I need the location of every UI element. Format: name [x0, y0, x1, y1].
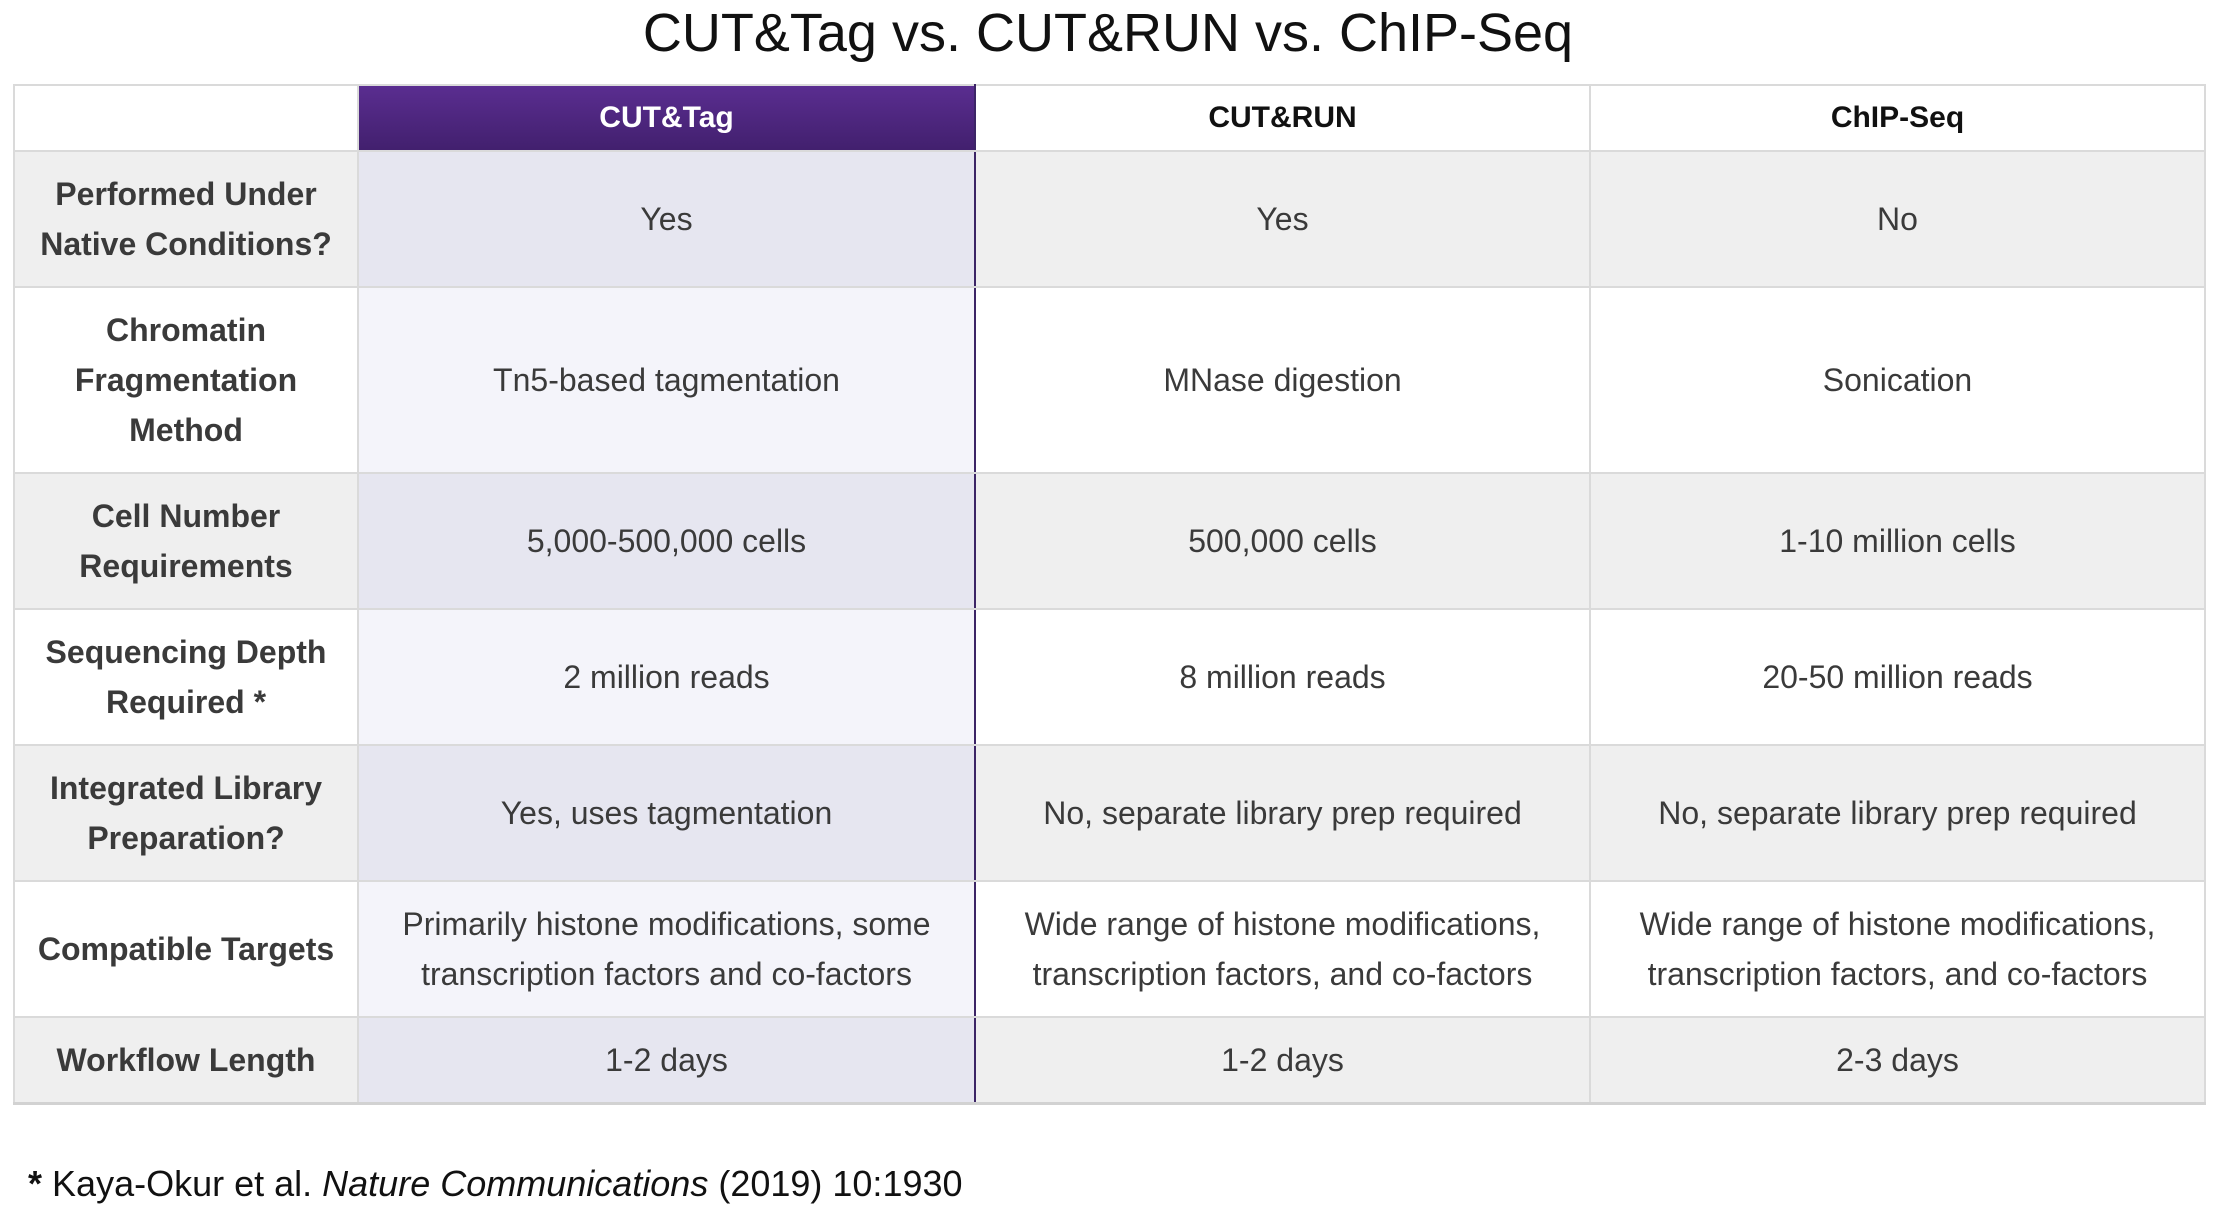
table-cell: Yes, uses tagmentation — [358, 745, 975, 881]
footnote-authors: Kaya-Okur et al. — [52, 1163, 312, 1204]
row-label: Workflow Length — [14, 1017, 358, 1104]
table-cell: 5,000-500,000 cells — [358, 473, 975, 609]
table-cell: 1-10 million cells — [1590, 473, 2205, 609]
table-cell: Yes — [975, 151, 1590, 287]
table-row: Workflow Length 1-2 days 1-2 days 2-3 da… — [14, 1017, 2205, 1104]
table-cell: 2 million reads — [358, 609, 975, 745]
row-label: Integrated Library Preparation? — [14, 745, 358, 881]
footnote-marker: * — [28, 1163, 42, 1204]
header-row: CUT&Tag CUT&RUN ChIP-Seq — [14, 85, 2205, 151]
table-row: Cell Number Requirements 5,000-500,000 c… — [14, 473, 2205, 609]
table-cell: Yes — [358, 151, 975, 287]
table-row: Integrated Library Preparation? Yes, use… — [14, 745, 2205, 881]
table-cell: 1-2 days — [975, 1017, 1590, 1104]
page-title: CUT&Tag vs. CUT&RUN vs. ChIP-Seq — [0, 0, 2216, 70]
row-label: Chromatin Fragmentation Method — [14, 287, 358, 473]
footnote-reference: (2019) 10:1930 — [718, 1163, 962, 1204]
footnote-citation: * Kaya-Okur et al. Nature Communications… — [28, 1162, 963, 1206]
row-label: Compatible Targets — [14, 881, 358, 1017]
table-cell: Primarily histone modifications, some tr… — [358, 881, 975, 1017]
table-cell: 1-2 days — [358, 1017, 975, 1104]
table-cell: 8 million reads — [975, 609, 1590, 745]
table-cell: 500,000 cells — [975, 473, 1590, 609]
column-header-cut-run: CUT&RUN — [975, 85, 1590, 151]
table-row: Compatible Targets Primarily histone mod… — [14, 881, 2205, 1017]
table-row: Sequencing Depth Required * 2 million re… — [14, 609, 2205, 745]
table-cell: No, separate library prep required — [975, 745, 1590, 881]
table-cell: Tn5-based tagmentation — [358, 287, 975, 473]
row-label: Cell Number Requirements — [14, 473, 358, 609]
table-cell: 2-3 days — [1590, 1017, 2205, 1104]
table-cell: Wide range of histone modifications, tra… — [975, 881, 1590, 1017]
header-corner-cell — [14, 85, 358, 151]
table-row: Chromatin Fragmentation Method Tn5-based… — [14, 287, 2205, 473]
column-header-cut-tag: CUT&Tag — [358, 85, 975, 151]
table-cell: Wide range of histone modifications, tra… — [1590, 881, 2205, 1017]
comparison-table: CUT&Tag CUT&RUN ChIP-Seq Performed Under… — [13, 84, 2206, 1105]
row-label: Sequencing Depth Required * — [14, 609, 358, 745]
table-cell: MNase digestion — [975, 287, 1590, 473]
table-cell: Sonication — [1590, 287, 2205, 473]
table-row: Performed Under Native Conditions? Yes Y… — [14, 151, 2205, 287]
column-header-chip-seq: ChIP-Seq — [1590, 85, 2205, 151]
footnote-journal: Nature Communications — [322, 1163, 708, 1204]
row-label: Performed Under Native Conditions? — [14, 151, 358, 287]
table-cell: No, separate library prep required — [1590, 745, 2205, 881]
table-cell: No — [1590, 151, 2205, 287]
table-cell: 20-50 million reads — [1590, 609, 2205, 745]
